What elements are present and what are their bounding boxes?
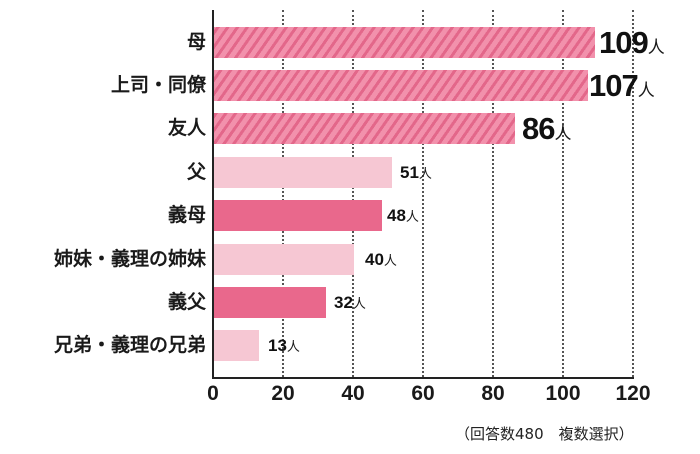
value-unit: 人 (647, 38, 665, 58)
category-label: 母 (186, 31, 206, 53)
value-number: 109 (599, 25, 649, 60)
gridline-60 (422, 10, 424, 377)
value-number: 13 (268, 336, 287, 355)
category-label: 父 (186, 161, 206, 183)
y-axis-line (212, 10, 214, 378)
value-number: 51 (400, 163, 419, 182)
value-unit: 人 (352, 297, 366, 312)
value-label: 32人 (334, 287, 366, 318)
value-label: 51人 (400, 157, 432, 188)
value-unit: 人 (554, 124, 572, 144)
value-label: 40人 (365, 244, 397, 275)
category-label: 友人 (167, 117, 206, 139)
bar-mother-in-law (214, 200, 382, 231)
value-label: 13人 (268, 330, 300, 361)
value-unit: 人 (286, 340, 300, 355)
bar-father-in-law (214, 287, 326, 318)
x-tick-label: 100 (545, 382, 581, 405)
x-tick-label: 40 (341, 382, 365, 405)
x-tick-label: 60 (411, 382, 435, 405)
value-label: 48人 (387, 200, 419, 231)
value-unit: 人 (418, 167, 432, 182)
gridline-20 (282, 10, 284, 377)
value-unit: 人 (637, 81, 655, 101)
footnote: （回答数480 複数選択） (455, 425, 634, 443)
bar-brothers (214, 330, 259, 361)
gridline-40 (352, 10, 354, 377)
value-number: 40 (365, 250, 384, 269)
bar-friend (214, 113, 515, 144)
x-tick-label: 80 (481, 382, 505, 405)
value-number: 86 (522, 111, 555, 146)
value-label: 107人 (589, 70, 655, 101)
bar-sisters (214, 244, 354, 275)
x-tick-label: 120 (615, 382, 651, 405)
x-axis-line (212, 377, 634, 379)
value-unit: 人 (383, 254, 397, 269)
bar-mother (214, 27, 595, 58)
value-number: 48 (387, 206, 406, 225)
bar-boss-coworker (214, 70, 588, 101)
value-label: 86人 (522, 113, 571, 144)
category-label: 上司・同僚 (110, 74, 206, 96)
category-label: 義母 (167, 204, 206, 226)
value-number: 32 (334, 293, 353, 312)
gridline-80 (492, 10, 494, 377)
x-tick-label: 20 (271, 382, 295, 405)
gridline-120 (632, 10, 634, 377)
bar-father (214, 157, 392, 188)
value-unit: 人 (405, 210, 419, 225)
x-tick-label: 0 (207, 382, 219, 405)
value-number: 107 (589, 68, 639, 103)
gridline-100 (562, 10, 564, 377)
category-label: 姉妹・義理の姉妹 (53, 248, 206, 270)
category-label: 兄弟・義理の兄弟 (53, 334, 206, 356)
category-label: 義父 (167, 291, 206, 313)
value-label: 109人 (599, 27, 665, 58)
